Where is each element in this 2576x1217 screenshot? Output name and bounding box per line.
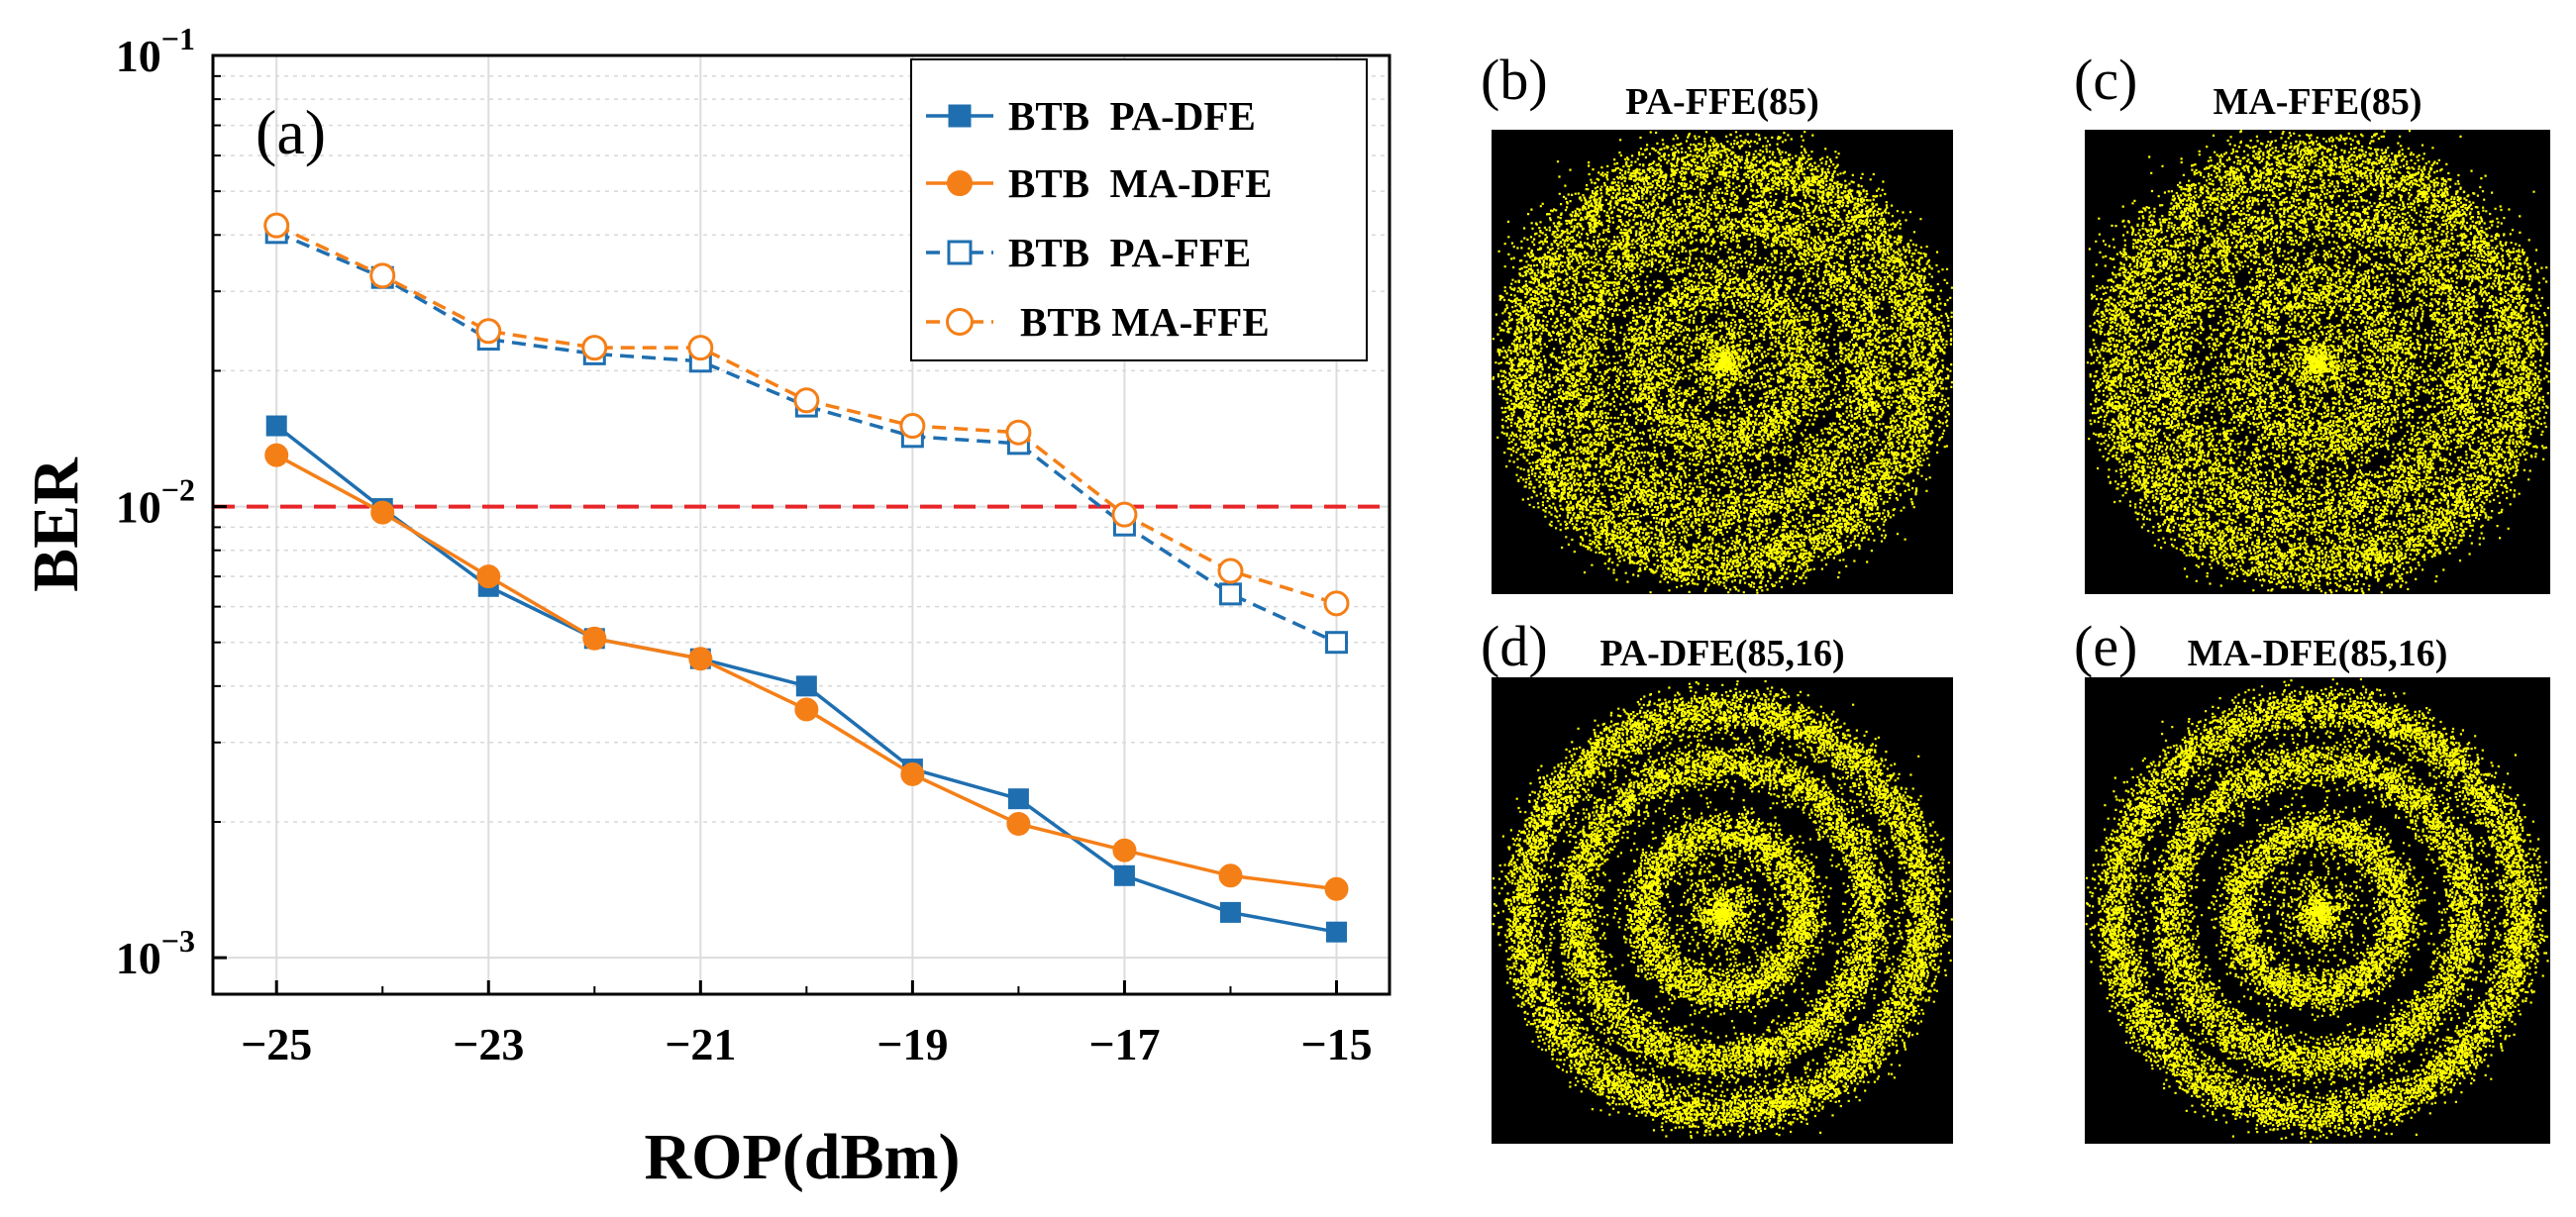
- y-tick-label: 10−1: [116, 21, 195, 81]
- panel-label: (d): [1481, 614, 1548, 678]
- legend-label: BTB MA-FFE: [1020, 299, 1270, 345]
- data-point: [687, 335, 714, 361]
- constellation-points: [1492, 679, 1953, 1139]
- panel-title: PA-DFE(85,16): [1599, 633, 1844, 674]
- constellation-panel-b: (b) PA-FFE(85): [1481, 48, 1953, 594]
- constellation-dots: [2085, 677, 2549, 1144]
- constellation-panels: (b) PA-FFE(85) (c) MA-FFE(85) (d) PA-DFE(85,1…: [1481, 48, 2550, 1144]
- legend: BTB PA-DFE BTB MA-DFE BTB PA-FFE BTB MA-FFE: [910, 58, 1368, 361]
- data-point: [900, 761, 925, 786]
- panel-label-a: (a): [256, 97, 326, 167]
- data-point: [582, 626, 607, 651]
- data-point: [1113, 864, 1135, 886]
- y-tick-label: 10−2: [116, 472, 195, 533]
- x-tick-label: −21: [665, 1019, 736, 1069]
- data-point: [1325, 921, 1347, 943]
- data-point: [1111, 501, 1138, 528]
- data-point: [795, 675, 817, 697]
- y-axis-title: BER: [20, 456, 92, 592]
- x-tick-label: −15: [1300, 1019, 1372, 1069]
- series-btb-ma-ffe: [263, 212, 1350, 617]
- panel-label: (e): [2074, 614, 2137, 678]
- data-point: [1112, 838, 1137, 862]
- constellation-points: [1492, 131, 1953, 594]
- x-tick-label: −23: [453, 1019, 524, 1069]
- data-point: [899, 413, 926, 440]
- constellation-dots: [1492, 131, 1953, 594]
- panel-title: MA-DFE(85,16): [2188, 633, 2448, 674]
- data-point: [581, 335, 608, 361]
- constellation-points: [2086, 130, 2550, 594]
- x-axis-title: ROP(dBm): [645, 1121, 961, 1193]
- data-point: [1218, 582, 1242, 606]
- legend-marker: [947, 240, 973, 265]
- data-point: [1217, 558, 1244, 584]
- x-tick-label: −19: [876, 1019, 948, 1069]
- constellation-dots: [2086, 130, 2550, 594]
- data-point: [370, 500, 395, 525]
- data-point: [1005, 419, 1032, 446]
- panel-title: MA-FFE(85): [2213, 81, 2421, 123]
- constellation-panel-d: (d) PA-DFE(85,16): [1481, 614, 1953, 1144]
- constellation-panel-c: (c) MA-FFE(85): [2074, 48, 2550, 594]
- legend-label: BTB PA-DFE: [1008, 93, 1256, 139]
- data-point: [264, 443, 289, 467]
- data-point: [1219, 901, 1241, 923]
- series-layer: [263, 212, 1350, 943]
- data-point: [265, 415, 287, 437]
- legend-label: BTB MA-DFE: [1008, 160, 1273, 206]
- data-point: [476, 564, 501, 589]
- constellation-points: [2085, 677, 2549, 1144]
- legend-marker: [947, 170, 973, 196]
- data-point: [475, 318, 502, 345]
- data-point: [1324, 876, 1349, 901]
- data-point: [793, 387, 820, 414]
- x-tick-label: −17: [1088, 1019, 1160, 1069]
- data-point: [1007, 788, 1029, 810]
- data-point: [688, 647, 713, 671]
- panel-title: PA-FFE(85): [1625, 81, 1819, 123]
- series-btb-pa-dfe: [265, 415, 1347, 943]
- x-tick-label: −25: [241, 1019, 312, 1069]
- axis-ticks: −25 −23 −21 −19 −17 −15 10−1 10−2 10−3: [116, 21, 1373, 1069]
- constellation-panel-e: (e) MA-DFE(85,16): [2074, 614, 2550, 1144]
- legend-label: BTB PA-FFE: [1008, 230, 1251, 275]
- data-point: [1323, 590, 1350, 617]
- legend-marker: [948, 104, 972, 128]
- data-point: [1006, 811, 1031, 836]
- panel-label: (b): [1481, 48, 1548, 112]
- constellation-dots: [1492, 679, 1953, 1139]
- data-point: [794, 697, 819, 722]
- data-point: [1218, 863, 1243, 888]
- plot-frame: [211, 53, 1391, 996]
- data-point: [1324, 631, 1348, 655]
- data-point: [263, 212, 290, 239]
- legend-box: [910, 58, 1368, 361]
- y-tick-label: 10−3: [116, 923, 195, 983]
- legend-marker: [946, 308, 974, 336]
- data-point: [369, 262, 396, 289]
- series-line: [275, 231, 1338, 645]
- series-btb-ma-dfe: [264, 443, 1349, 901]
- panel-label: (c): [2074, 48, 2137, 112]
